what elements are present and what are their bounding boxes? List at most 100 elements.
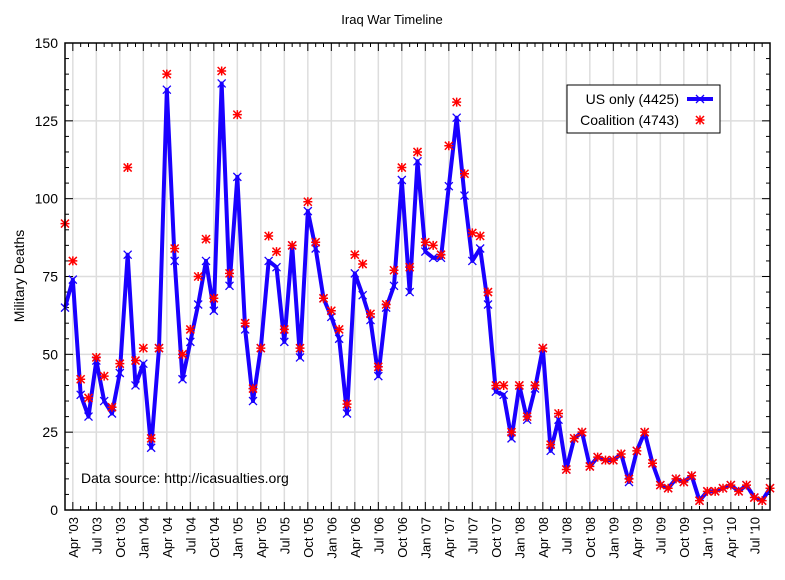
- x-tick-label: Oct '09: [677, 517, 692, 558]
- x-tick-label: Apr '09: [630, 517, 645, 558]
- y-tick-label: 100: [35, 191, 59, 207]
- data-point-x: [342, 409, 352, 418]
- legend-box: [566, 84, 721, 134]
- data-point-x: [264, 256, 274, 266]
- data-point-asterisk: [193, 271, 203, 282]
- data-point-asterisk: [170, 243, 180, 254]
- data-point-x: [460, 191, 469, 201]
- data-point-x: [84, 412, 93, 422]
- data-point-x: [68, 275, 78, 285]
- x-tick-label: Apr '06: [348, 517, 363, 558]
- plot-frame: [64, 42, 771, 511]
- data-point-asterisk: [138, 343, 148, 353]
- data-point-asterisk: [154, 343, 164, 353]
- data-point-x: [420, 247, 430, 257]
- data-point-x: [295, 352, 305, 362]
- data-point-asterisk: [452, 97, 462, 107]
- data-point-x: [358, 290, 368, 300]
- x-tick-label: Oct '05: [301, 517, 316, 558]
- data-point-asterisk: [436, 250, 446, 260]
- y-tick-label: 150: [35, 35, 59, 51]
- data-point-asterisk: [546, 440, 556, 450]
- data-point-x: [76, 390, 86, 400]
- data-point-asterisk: [600, 455, 611, 465]
- x-tick-label: Jan '06: [324, 517, 339, 559]
- data-point-x: [138, 359, 148, 369]
- data-point-asterisk: [185, 324, 195, 334]
- data-point-asterisk: [569, 433, 579, 443]
- data-point-x: [185, 337, 195, 347]
- x-tick-label: Oct '07: [489, 517, 504, 558]
- data-point-x: [397, 175, 407, 185]
- data-point-asterisk: [68, 256, 78, 266]
- data-point-asterisk: [655, 480, 665, 490]
- x-tick-label: Oct '03: [113, 517, 128, 558]
- data-point-x: [272, 262, 281, 272]
- data-point-asterisk: [162, 69, 172, 79]
- data-point-x: [405, 287, 415, 297]
- data-point-asterisk: [76, 374, 86, 384]
- data-point-asterisk: [530, 380, 540, 390]
- data-point-x: [170, 256, 180, 266]
- data-point-x: [413, 156, 422, 166]
- data-point-x: [389, 281, 399, 291]
- data-point-asterisk: [734, 486, 744, 496]
- data-point-asterisk: [553, 408, 564, 419]
- x-tick-label: Apr '03: [66, 517, 81, 558]
- x-tick-label: Jan '10: [700, 517, 715, 559]
- data-point-x: [373, 371, 383, 381]
- x-tick-label: Apr '04: [160, 517, 175, 558]
- data-point-asterisk: [444, 141, 454, 151]
- data-point-x: [350, 268, 360, 278]
- data-point-asterisk: [577, 427, 587, 437]
- x-tick-label: Apr '07: [442, 517, 457, 558]
- data-point-x: [303, 206, 313, 216]
- data-point-asterisk: [311, 237, 321, 247]
- data-point-asterisk: [718, 483, 728, 493]
- data-point-asterisk: [240, 318, 250, 328]
- data-point-x: [131, 381, 140, 390]
- data-point-asterisk: [608, 455, 618, 465]
- data-point-asterisk: [506, 427, 517, 437]
- data-point-asterisk: [256, 343, 266, 353]
- x-tick-label: Oct '06: [395, 517, 410, 558]
- legend: US only (4425) Coalition (4743): [566, 84, 721, 134]
- data-point-asterisk: [130, 356, 141, 366]
- data-point-asterisk: [428, 240, 438, 250]
- x-tick-label: Jan '08: [512, 517, 527, 559]
- data-point-x: [209, 306, 219, 316]
- data-point-asterisk: [726, 480, 736, 490]
- x-tick-label: Jul '07: [465, 517, 480, 554]
- data-point-asterisk: [663, 483, 673, 493]
- data-point-asterisk: [358, 259, 368, 269]
- data-point-asterisk: [248, 384, 258, 394]
- data-point-asterisk: [694, 496, 705, 506]
- data-point-asterisk: [702, 486, 712, 496]
- data-point-asterisk: [177, 349, 188, 359]
- x-tick-label: Oct '08: [583, 517, 598, 558]
- data-point-asterisk: [710, 486, 720, 496]
- data-point-asterisk: [467, 228, 477, 238]
- data-point-asterisk: [279, 324, 289, 334]
- data-point-asterisk: [585, 461, 595, 471]
- y-tick-label: 75: [42, 269, 58, 285]
- x-tick-label: Jul '08: [559, 517, 574, 554]
- data-point-asterisk: [115, 359, 125, 369]
- x-tick-label: Jul '05: [277, 517, 292, 554]
- data-point-asterisk: [373, 362, 383, 372]
- data-point-asterisk: [287, 240, 297, 250]
- data-point-asterisk: [146, 433, 156, 443]
- data-point-x: [467, 256, 477, 266]
- data-point-asterisk: [232, 110, 242, 120]
- data-point-x: [232, 172, 242, 182]
- data-point-x: [146, 443, 156, 453]
- x-tick-label: Jul '04: [183, 517, 198, 554]
- data-point-x: [217, 79, 227, 88]
- data-point-asterisk: [749, 493, 759, 503]
- data-point-asterisk: [107, 402, 117, 412]
- data-point-asterisk: [217, 66, 227, 76]
- data-point-asterisk: [389, 265, 399, 275]
- data-point-asterisk: [350, 250, 360, 260]
- data-point-x: [193, 300, 203, 309]
- data-point-x: [162, 85, 172, 95]
